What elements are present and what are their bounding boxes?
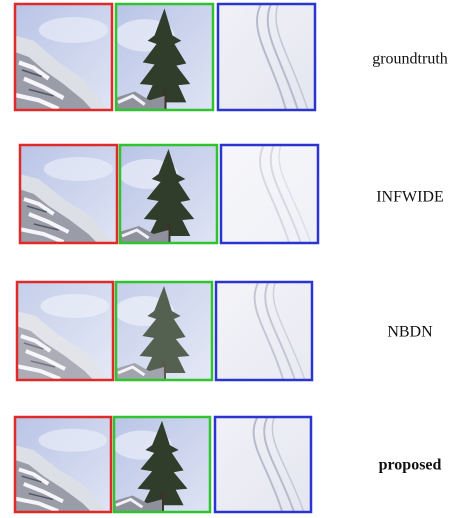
noise-overlay	[115, 281, 213, 381]
row-label: INFWIDE	[376, 189, 444, 206]
image-patch	[217, 3, 316, 111]
image-patch	[19, 144, 118, 244]
noise-overlay	[215, 281, 313, 381]
image-patch	[220, 144, 319, 244]
row-label: groundtruth	[372, 51, 448, 68]
row-label: proposed	[379, 457, 442, 474]
image-patch	[115, 3, 214, 111]
noise-overlay	[16, 281, 114, 381]
image-patch	[113, 416, 211, 513]
row-label: NBDN	[387, 324, 433, 341]
image-patch	[119, 144, 218, 244]
figure: groundtruth INFWIDE NBDN proposed	[0, 0, 470, 518]
image-patch	[14, 416, 112, 513]
image-patch	[14, 3, 113, 111]
image-patch	[214, 416, 312, 513]
page: groundtruthINFWIDENBDNproposed (() => { …	[0, 0, 470, 518]
